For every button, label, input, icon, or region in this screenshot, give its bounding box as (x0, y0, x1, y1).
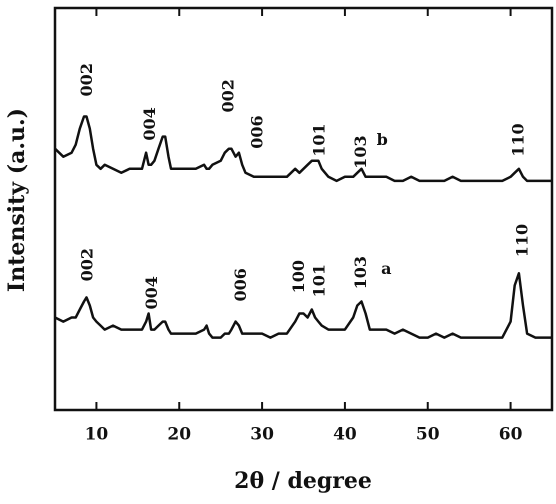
x-tick-label: 60 (499, 425, 523, 445)
peak-label: 100 (289, 260, 308, 293)
x-tick-label: 20 (167, 425, 191, 445)
peak-label: 006 (247, 115, 266, 148)
peak-label: 103 (351, 256, 370, 289)
x-tick-label: 30 (250, 425, 274, 445)
peak-label: 002 (78, 248, 97, 281)
peak-label: 110 (513, 224, 532, 257)
peak-label: 101 (310, 123, 329, 156)
peak-label: 110 (508, 123, 527, 156)
peak-label: 004 (142, 276, 161, 309)
peak-label: 002 (218, 79, 237, 112)
peak-label: 004 (140, 107, 159, 140)
x-tick-label: 10 (85, 425, 109, 445)
plot-frame (53, 6, 554, 412)
peak-label: 002 (77, 63, 96, 96)
series-label: b (377, 130, 388, 149)
x-tick-label: 40 (333, 425, 357, 445)
series-label: a (381, 259, 391, 278)
peak-label: 103 (351, 135, 370, 168)
x-tick-label: 50 (416, 425, 440, 445)
peak-label: 006 (231, 268, 250, 301)
series-line (54, 272, 552, 339)
y-axis-title: Intensity (a.u.) (4, 108, 30, 292)
x-axis-title: 2θ / degree (234, 468, 372, 494)
series-line (54, 115, 552, 183)
peak-label: 101 (310, 264, 329, 297)
